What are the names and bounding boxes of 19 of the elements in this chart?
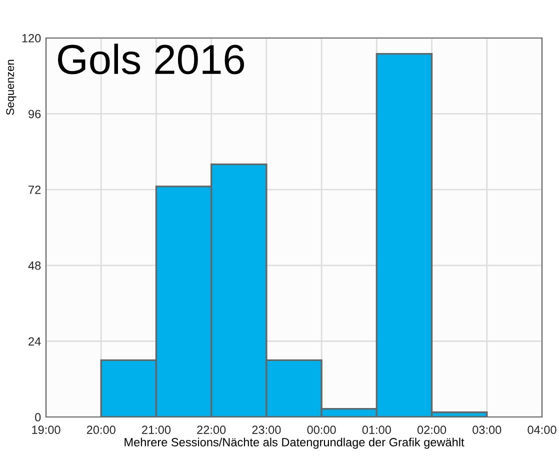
y-tick-label: 96: [28, 110, 41, 118]
y-tick-label: 0: [35, 413, 41, 422]
y-tick-label: 120: [22, 34, 41, 42]
chart-title: Gols 2016: [58, 44, 244, 74]
x-tick-label: 03:00: [472, 426, 502, 434]
y-tick-label: 48: [28, 261, 41, 270]
x-tick-label: 00:00: [307, 426, 336, 434]
x-tick-label: 22:00: [197, 426, 226, 434]
x-tick-label: 04:00: [528, 426, 556, 434]
x-tick-label: 20:00: [86, 426, 116, 434]
x-axis-title: Mehrere Sessions/Nächte als Datengrundlage der Grafik gewählt: [124, 438, 464, 449]
x-tick-label: 19:00: [32, 426, 60, 434]
x-tick-label: 23:00: [252, 426, 281, 434]
x-tick-label: 21:00: [142, 426, 171, 434]
x-tick-label: 02:00: [417, 426, 446, 434]
y-axis-title: Sequenzen: [6, 60, 16, 115]
y-tick-label: 24: [28, 337, 41, 346]
x-tick-label: 01:00: [362, 426, 391, 434]
y-tick-label: 72: [28, 186, 41, 194]
